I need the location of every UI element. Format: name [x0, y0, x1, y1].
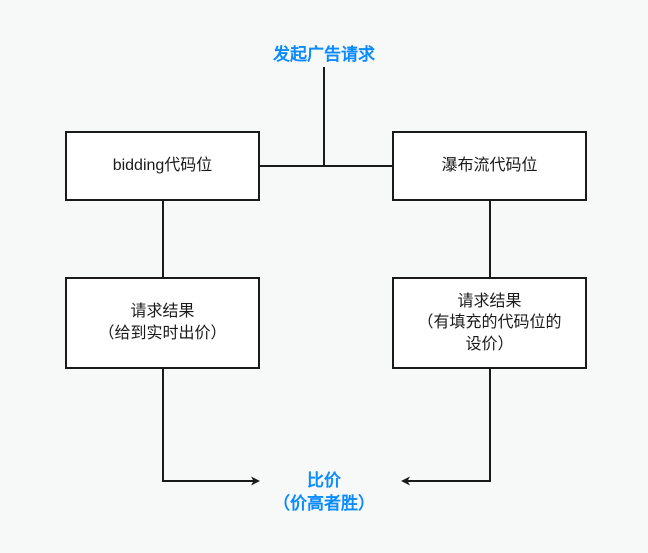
edge-left-to-compare	[163, 369, 258, 481]
edge-right-to-compare	[403, 369, 490, 481]
diagram-canvas: 发起广告请求 比价 （价高者胜） bidding代码位 瀑布流代码位 请求结果 …	[0, 0, 648, 553]
end-label: 比价 （价高者胜）	[273, 470, 375, 516]
node-bidding-slot: bidding代码位	[65, 131, 260, 201]
node-left-result: 请求结果 （给到实时出价）	[65, 277, 260, 369]
node-waterfall-slot: 瀑布流代码位	[392, 131, 587, 201]
start-label: 发起广告请求	[273, 44, 375, 67]
node-right-result: 请求结果 （有填充的代码位的 设价）	[392, 277, 587, 369]
